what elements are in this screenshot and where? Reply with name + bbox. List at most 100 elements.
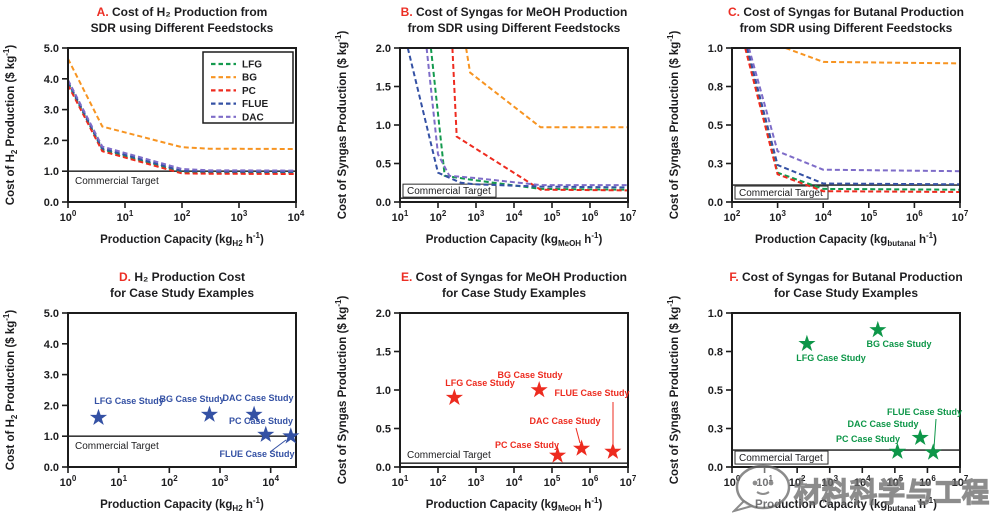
x-tick-label: 102 xyxy=(430,209,447,224)
x-tick-label: 103 xyxy=(231,209,248,224)
case-label-FLUE: FLUE Case Study xyxy=(554,388,629,398)
star-DAC xyxy=(245,405,263,422)
chart-F: F. Cost of Syngas for Butanal Production… xyxy=(666,270,969,513)
x-tick-label: 106 xyxy=(919,474,936,489)
x-tick-label: 107 xyxy=(952,474,969,489)
y-tick-label: 0.0 xyxy=(708,462,723,474)
chart-title: E. Cost of Syngas for MeOH Production xyxy=(401,270,627,284)
star-FLUE xyxy=(924,443,942,460)
y-tick-label: 1.0 xyxy=(708,308,723,320)
star-DAC xyxy=(911,428,929,445)
curve-LFG xyxy=(429,47,628,191)
chart-B: B. Cost of Syngas for MeOH Production fro… xyxy=(334,5,637,248)
legend-box xyxy=(202,51,294,124)
x-tick-label: 106 xyxy=(582,474,599,489)
y-tick-label: 4.0 xyxy=(44,339,59,351)
chart-title: A. Cost of H₂ Production from xyxy=(97,5,268,19)
star-DAC xyxy=(573,439,591,456)
panel-B: B. Cost of Syngas for MeOH Production fro… xyxy=(332,0,664,265)
x-tick-label: 102 xyxy=(161,474,178,489)
y-tick-label: 5.0 xyxy=(44,308,59,320)
chart-title: F. Cost of Syngas for Butanal Production xyxy=(729,270,962,284)
commercial-target-label: Commercial Target xyxy=(739,453,823,464)
x-tick-label: 102 xyxy=(174,209,191,224)
x-tick-label: 103 xyxy=(212,474,229,489)
case-label-LFG: LFG Case Study xyxy=(796,353,866,363)
leader-line-FLUE xyxy=(269,439,287,453)
x-tick-label: 104 xyxy=(262,474,279,489)
chart-title: C. Cost of Syngas for Butanal Production xyxy=(728,5,964,19)
x-tick-label: 101 xyxy=(392,209,409,224)
x-tick-label: 101 xyxy=(756,474,773,489)
y-tick-label: 0.3 xyxy=(708,159,723,171)
curve-FLUE xyxy=(406,47,628,189)
case-label-PC: PC Case Study xyxy=(495,440,559,450)
curve-BG xyxy=(785,47,960,65)
curve-BG xyxy=(68,58,296,150)
star-LFG xyxy=(445,388,463,405)
y-tick-label: 3.0 xyxy=(44,105,59,117)
y-tick-label: 5.0 xyxy=(44,43,59,55)
case-label-DAC: DAC Case Study xyxy=(529,416,600,426)
y-tick-label: 0.8 xyxy=(708,82,723,94)
panel-F: F. Cost of Syngas for Butanal Production… xyxy=(664,265,996,530)
plot-frame xyxy=(67,312,297,468)
y-tick-label: 0.3 xyxy=(708,424,723,436)
x-tick-label: 105 xyxy=(887,474,904,489)
star-LFG xyxy=(798,334,816,352)
case-label-DAC: DAC Case Study xyxy=(222,393,293,403)
x-axis-label: Production Capacity (kgbutanal h-1) xyxy=(755,231,937,248)
x-axis-label: Production Capacity (kgH2 h-1) xyxy=(100,496,264,513)
y-tick-label: 3.0 xyxy=(44,370,59,382)
y-tick-label: 0.0 xyxy=(708,197,723,209)
x-tick-label: 103 xyxy=(769,209,786,224)
chart-title-line2: SDR using Different Feedstocks xyxy=(91,21,274,35)
curve-LFG xyxy=(745,47,960,191)
y-tick-label: 0.0 xyxy=(376,197,391,209)
chart-D: D. H₂ Production Cost for Case Study Exam… xyxy=(2,270,300,513)
commercial-target-label: Commercial Target xyxy=(407,186,491,197)
y-tick-label: 1.0 xyxy=(376,120,391,132)
x-tick-label: 100 xyxy=(60,474,77,489)
x-axis-label: Production Capacity (kgbutanal h-1) xyxy=(755,496,937,513)
commercial-target-box xyxy=(402,183,497,198)
commercial-target-label: Commercial Target xyxy=(75,176,159,187)
x-tick-label: 101 xyxy=(117,209,134,224)
x-tick-label: 101 xyxy=(110,474,127,489)
commercial-target-box xyxy=(734,185,829,200)
x-tick-label: 100 xyxy=(60,209,77,224)
chart-title-line2: from SDR using Different Feedstocks xyxy=(408,21,621,35)
star-PC xyxy=(888,442,906,459)
commercial-target-label: Commercial Target xyxy=(739,188,823,199)
commercial-target-label: Commercial Target xyxy=(75,441,159,452)
y-tick-label: 2.0 xyxy=(44,400,59,412)
chart-C: C. Cost of Syngas for Butanal Production… xyxy=(666,5,969,248)
legend-label-DAC: DAC xyxy=(242,112,264,123)
panel-C: C. Cost of Syngas for Butanal Production… xyxy=(664,0,996,265)
plot-frame xyxy=(399,47,629,203)
x-tick-label: 106 xyxy=(906,209,923,224)
y-tick-label: 0.0 xyxy=(376,462,391,474)
y-axis-label: Cost of Syngas Production ($ kg-1) xyxy=(666,31,681,220)
y-tick-label: 0.0 xyxy=(44,462,59,474)
x-axis-label: Production Capacity (kgMeOH h-1) xyxy=(426,496,603,513)
legend-label-LFG: LFG xyxy=(242,60,262,71)
x-tick-label: 104 xyxy=(815,209,832,224)
y-axis-label: Cost of H2 Production ($ kg-1) xyxy=(2,310,19,471)
x-tick-label: 102 xyxy=(430,474,447,489)
case-label-PC: PC Case Study xyxy=(229,416,293,426)
panel-E: E. Cost of Syngas for MeOH Production for… xyxy=(332,265,664,530)
y-tick-label: 0.8 xyxy=(708,347,723,359)
x-tick-label: 102 xyxy=(724,209,741,224)
y-tick-label: 0.0 xyxy=(44,197,59,209)
chart-title-line2: from SDR using Different Feedstocks xyxy=(740,21,953,35)
x-axis-label: Production Capacity (kgMeOH h-1) xyxy=(426,231,603,248)
y-tick-label: 1.5 xyxy=(376,82,391,94)
panel-A: A. Cost of H₂ Production from SDR using D… xyxy=(0,0,332,265)
chart-title-line2: for Case Study Examples xyxy=(110,286,254,300)
case-label-BG: BG Case Study xyxy=(497,370,562,380)
chart-A: A. Cost of H₂ Production from SDR using D… xyxy=(2,5,305,248)
x-tick-label: 104 xyxy=(288,209,305,224)
